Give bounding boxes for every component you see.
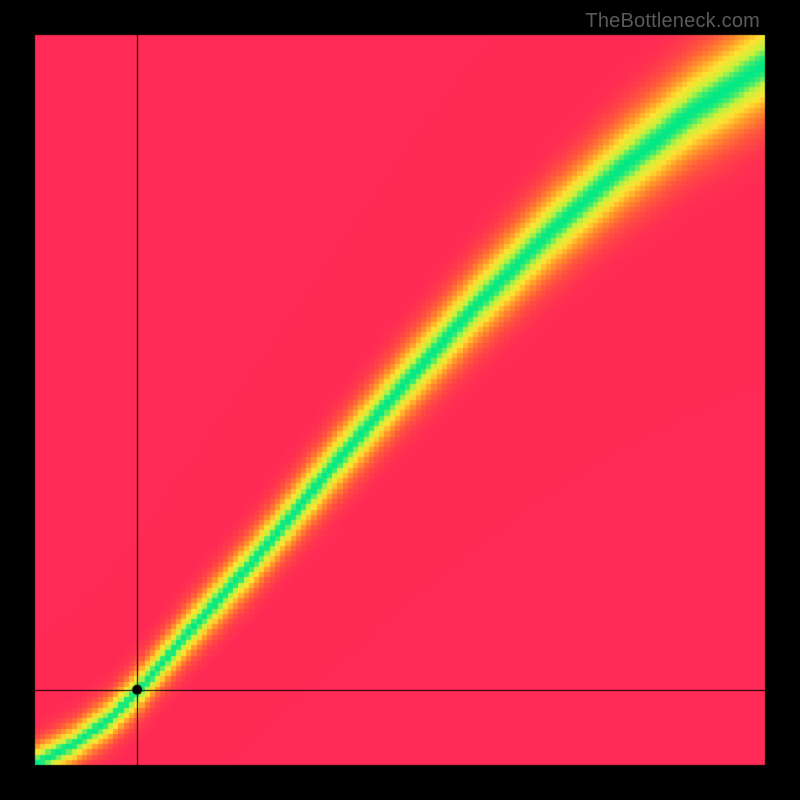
- chart-container: TheBottleneck.com: [0, 0, 800, 800]
- bottleneck-heatmap: [0, 0, 800, 800]
- watermark-label: TheBottleneck.com: [585, 10, 760, 33]
